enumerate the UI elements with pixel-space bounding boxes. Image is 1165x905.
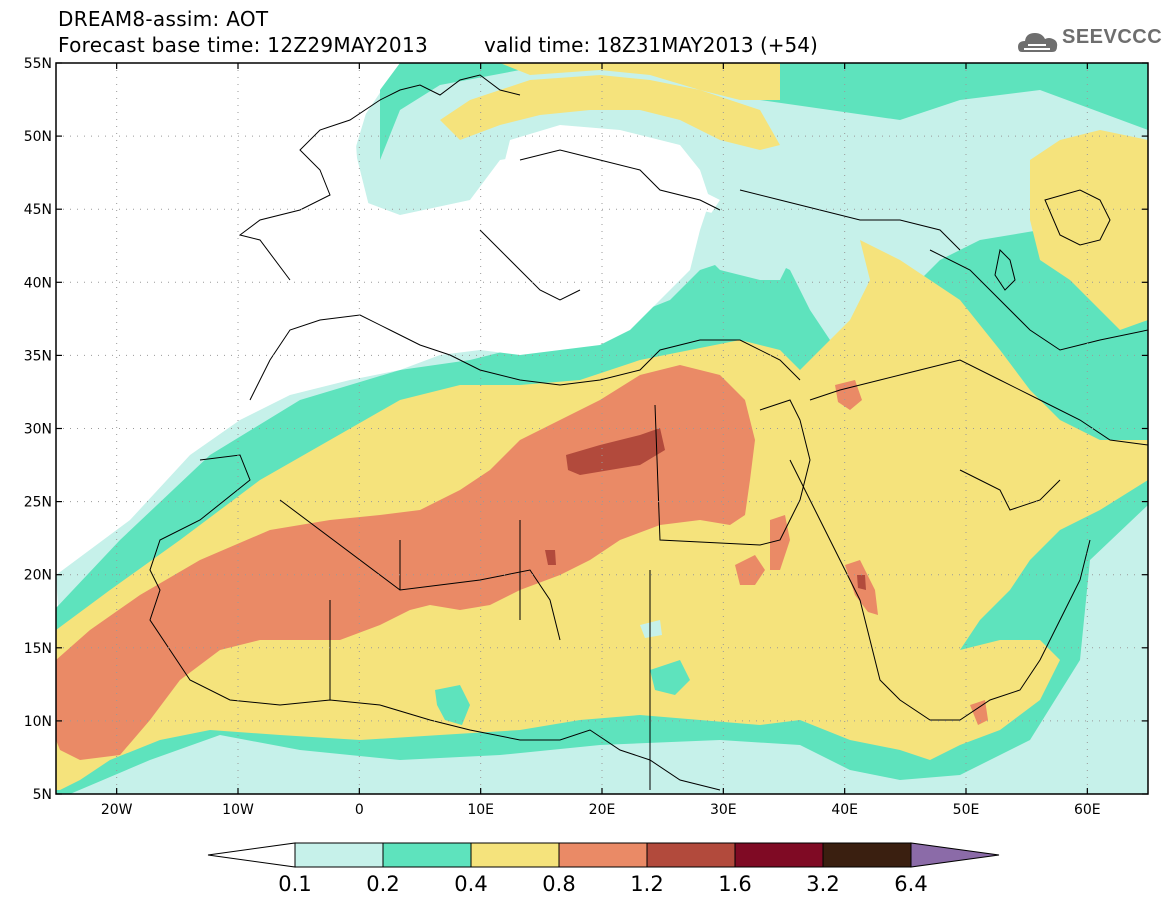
lat-tick-label: 35N — [24, 348, 52, 364]
colorbar-label: 0.2 — [366, 872, 399, 896]
logo-text: SEEVCCC — [1062, 26, 1163, 48]
colorbar-swatch — [822, 842, 912, 868]
aot-region-0.8 — [56, 365, 988, 760]
valid-time: valid time: 18Z31MAY2013 (+54) — [484, 33, 818, 57]
lon-tick-label: 40E — [831, 802, 858, 818]
colorbar-label: 1.2 — [630, 872, 663, 896]
lat-tick-label: 15N — [24, 641, 52, 657]
colorbar-swatch — [294, 842, 384, 868]
lat-tick-label: 45N — [24, 202, 52, 218]
lon-tick-label: 10W — [222, 802, 254, 818]
aot-region-0.2-islands — [435, 660, 690, 725]
axis-labels: 55N 50N 45N 40N 35N 30N 25N 20N 15N 10N 5N 20W 10W 0 1… — [24, 56, 1148, 818]
colorbar-label: 0.4 — [454, 872, 487, 896]
colorbar-label: 3.2 — [806, 872, 839, 896]
colorbar-swatch — [646, 842, 736, 868]
colorbar-label: 1.6 — [718, 872, 751, 896]
colorbar-swatch — [558, 842, 648, 868]
graticule — [56, 63, 1148, 794]
lat-tick-label: 10N — [24, 714, 52, 730]
lat-tick-label: 30N — [24, 422, 52, 438]
lon-tick-label: 20E — [589, 802, 616, 818]
lat-tick-label: 40N — [24, 275, 52, 291]
lat-tick-label: 5N — [33, 787, 52, 803]
forecast-base-time: Forecast base time: 12Z29MAY2013 — [58, 33, 428, 57]
colorbar-under-arrow — [207, 842, 296, 868]
cloud-logo-icon — [1018, 33, 1058, 52]
colorbar-swatch — [734, 842, 824, 868]
lat-tick-label: 50N — [24, 129, 52, 145]
lat-tick-label: 25N — [24, 495, 52, 511]
colorbar-label: 6.4 — [894, 872, 927, 896]
lon-tick-label: 20W — [101, 802, 133, 818]
colorbar-swatch — [382, 842, 472, 868]
lon-tick-label: 60E — [1074, 802, 1101, 818]
lat-tick-label: 55N — [24, 56, 52, 72]
map-title: DREAM8-assim: AOT — [58, 7, 269, 31]
lon-tick-label: 30E — [710, 802, 737, 818]
lat-tick-label: 20N — [24, 568, 52, 584]
colorbar-label: 0.8 — [542, 872, 575, 896]
clean-air-region — [56, 63, 710, 575]
colorbar-label: 0.1 — [278, 872, 311, 896]
lon-tick-label: 0 — [355, 802, 364, 818]
aot-region-0.1-east — [640, 210, 790, 638]
lon-tick-label: 10E — [467, 802, 494, 818]
aot-colorbar: 0.1 0.2 0.4 0.8 1.2 1.6 3.2 6.4 — [207, 842, 1000, 896]
lon-tick-label: 50E — [953, 802, 980, 818]
colorbar-over-arrow — [910, 842, 1000, 868]
colorbar-swatch — [470, 842, 560, 868]
